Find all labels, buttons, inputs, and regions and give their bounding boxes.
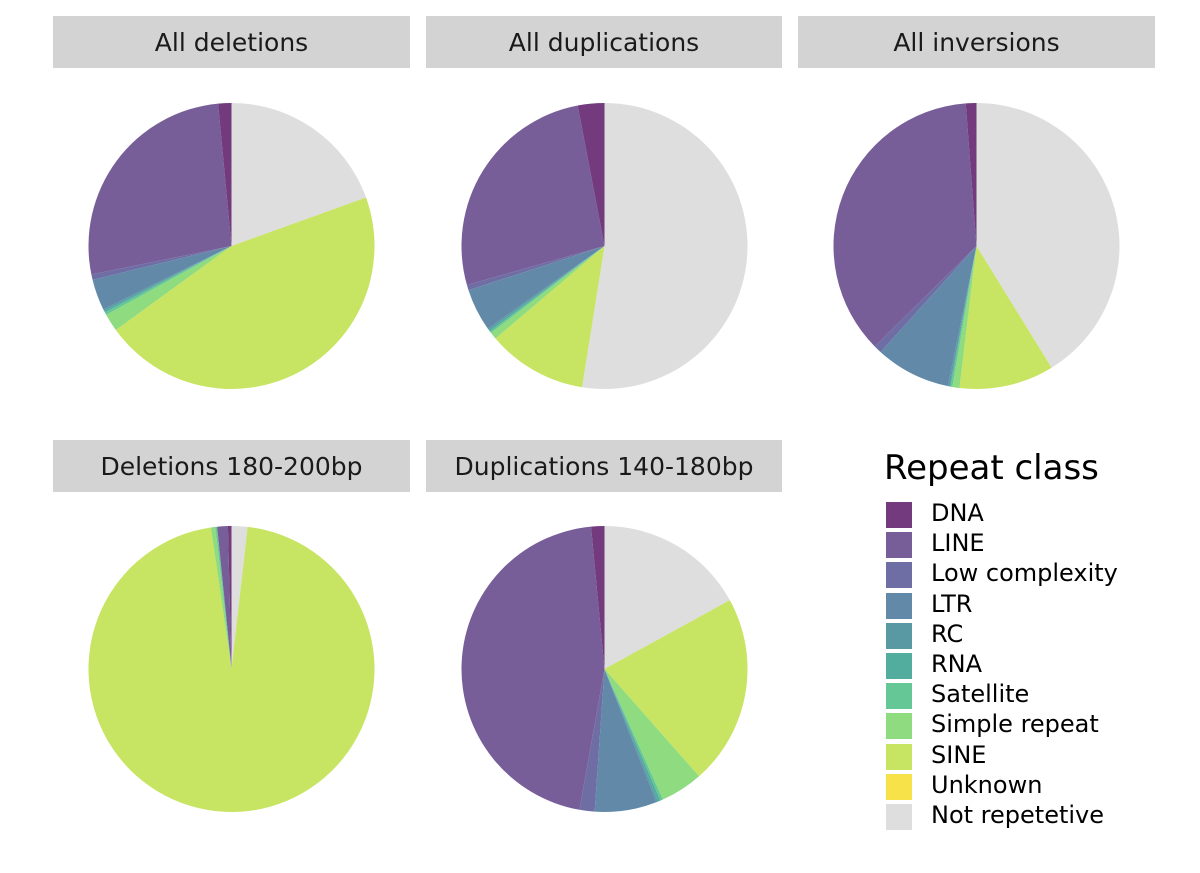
facet-title-all-inversions: All inversions bbox=[798, 16, 1155, 68]
pie-slice-ltr bbox=[594, 669, 657, 812]
pie-slice-not-repetetive bbox=[231, 103, 367, 246]
pie-slice-line bbox=[461, 105, 605, 286]
pie-slice-simple-repeat bbox=[210, 526, 232, 669]
legend-label-low-complexity: Low complexity bbox=[931, 559, 1118, 588]
pie-slice-simple-repeat bbox=[106, 246, 232, 331]
pie-slice-not-repetetive bbox=[582, 103, 748, 389]
facet-title-duplications-140-180bp: Duplications 140-180bp bbox=[426, 440, 782, 492]
pie-slice-satellite bbox=[104, 246, 232, 315]
pie-slice-low-complexity bbox=[874, 246, 977, 353]
pie-slice-dna bbox=[227, 526, 232, 669]
pie-slice-rna bbox=[488, 246, 605, 332]
pie-slice-rc bbox=[103, 246, 232, 311]
pie-all-duplications bbox=[461, 103, 748, 389]
pie-slice-satellite bbox=[489, 246, 605, 333]
pie-slice-sine bbox=[115, 197, 375, 389]
pie-slice-not-repetetive bbox=[604, 526, 730, 669]
pie-all-deletions bbox=[88, 103, 375, 389]
pie-all-inversions bbox=[833, 103, 1120, 389]
legend-label-sine: SINE bbox=[931, 740, 987, 769]
legend-label-dna: DNA bbox=[931, 499, 984, 527]
pie-slice-not-repetetive bbox=[231, 526, 248, 669]
legend-key-satellite bbox=[886, 683, 912, 710]
legend-label-not-repetetive: Not repetetive bbox=[931, 801, 1105, 829]
pie-slice-low-complexity bbox=[466, 246, 605, 291]
pie-slice-ltr bbox=[880, 246, 977, 387]
legend-item-rna: RNA bbox=[884, 650, 1184, 682]
legend: Repeat class DNA LINE Low complexity LTR RC R… bbox=[884, 448, 1184, 848]
pie-slice-dna bbox=[965, 103, 977, 246]
pie-slice-satellite bbox=[950, 246, 977, 387]
legend-item-simple-repeat: Simple repeat bbox=[884, 710, 1184, 742]
legend-item-sine: SINE bbox=[884, 740, 1184, 773]
legend-label-line: LINE bbox=[931, 529, 985, 558]
pie-slice-line bbox=[461, 526, 605, 810]
legend-item-not-repetetive: Not repetetive bbox=[884, 801, 1184, 833]
legend-key-low-complexity bbox=[886, 562, 912, 589]
pie-slice-low-complexity bbox=[91, 246, 232, 280]
pie-slice-rna bbox=[604, 669, 661, 802]
pie-slice-sine bbox=[88, 526, 375, 812]
legend-item-dna: DNA bbox=[884, 499, 1184, 531]
pie-slice-sine bbox=[495, 246, 605, 388]
pie-slice-line bbox=[88, 103, 232, 275]
pie-slice-dna bbox=[577, 103, 605, 246]
pie-slice-simple-repeat bbox=[952, 246, 977, 388]
legend-item-rc: RC bbox=[884, 619, 1184, 652]
legend-label-ltr: LTR bbox=[931, 589, 973, 618]
legend-label-simple-repeat: Simple repeat bbox=[931, 710, 1099, 739]
pie-slice-not-repetetive bbox=[976, 103, 1120, 368]
facet-title-all-deletions: All deletions bbox=[53, 16, 410, 68]
legend-label-satellite: Satellite bbox=[931, 680, 1030, 709]
pie-slice-simple-repeat bbox=[490, 246, 605, 339]
facet-title-deletions-180-200bp: Deletions 180-200bp bbox=[53, 440, 410, 492]
pie-slice-rc bbox=[604, 669, 658, 803]
pie-slice-ltr bbox=[468, 246, 605, 329]
legend-title: Repeat class bbox=[884, 448, 1099, 488]
pie-slice-rna bbox=[949, 246, 977, 387]
pie-slice-dna bbox=[218, 103, 232, 246]
legend-item-unknown: Unknown bbox=[884, 770, 1184, 803]
pie-slice-low-complexity bbox=[579, 669, 605, 812]
legend-item-satellite: Satellite bbox=[884, 680, 1184, 712]
pie-slice-sine bbox=[959, 246, 1052, 389]
pie-slice-satellite bbox=[215, 526, 232, 669]
legend-key-simple-repeat bbox=[886, 713, 912, 740]
legend-label-rc: RC bbox=[931, 619, 964, 648]
pie-slice-dna bbox=[591, 526, 605, 669]
legend-item-low-complexity: Low complexity bbox=[884, 559, 1184, 591]
legend-key-ltr bbox=[886, 592, 912, 619]
legend-label-rna: RNA bbox=[931, 650, 983, 678]
pie-slice-sine bbox=[604, 600, 748, 777]
pie-slice-rna bbox=[104, 246, 232, 313]
pie-slice-ltr bbox=[92, 246, 232, 310]
legend-key-rc bbox=[886, 622, 912, 649]
legend-item-ltr: LTR bbox=[884, 589, 1184, 622]
legend-key-sine bbox=[886, 743, 912, 770]
facet-title-all-duplications: All duplications bbox=[426, 16, 782, 68]
pie-duplications-140-180bp bbox=[461, 526, 748, 812]
pie-slice-rc bbox=[487, 246, 605, 331]
legend-key-dna bbox=[886, 502, 912, 528]
pie-slice-simple-repeat bbox=[604, 669, 700, 800]
pie-slice-line bbox=[833, 103, 977, 347]
pie-slice-satellite bbox=[604, 669, 663, 801]
pie-slice-line bbox=[217, 526, 232, 669]
legend-key-unknown bbox=[886, 773, 912, 800]
legend-key-rna bbox=[886, 653, 912, 679]
legend-label-unknown: Unknown bbox=[931, 770, 1043, 799]
legend-key-line bbox=[886, 532, 912, 559]
legend-item-line: LINE bbox=[884, 529, 1184, 561]
pie-slice-rc bbox=[947, 246, 977, 387]
pie-deletions-180-200bp bbox=[88, 526, 375, 812]
legend-key-not-repetetive bbox=[886, 804, 912, 830]
